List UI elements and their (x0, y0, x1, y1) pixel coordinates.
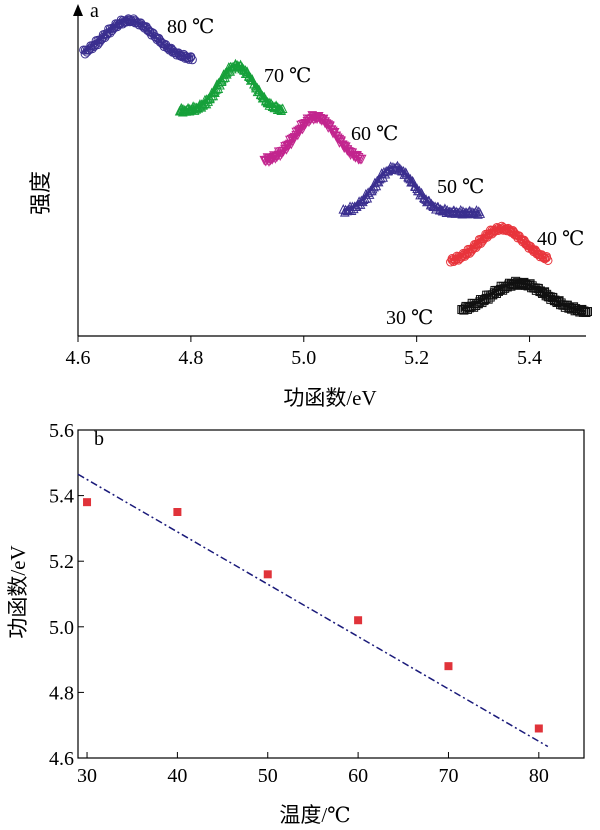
panel-a-series-marker (506, 227, 516, 237)
panel-b-plot-frame (77, 429, 585, 759)
panel-a-series-marker (473, 239, 483, 249)
panel-a-series: 60 ℃ (259, 111, 398, 167)
panel-b-data-point (83, 498, 92, 507)
panel-a-series-marker (250, 80, 261, 91)
panel-b-y-tick-label: 4.8 (49, 682, 74, 704)
panel-a-series-marker (414, 185, 425, 196)
panel-a-series: 80 ℃ (79, 14, 214, 65)
panel-a-series-marker (323, 120, 333, 130)
panel-a-series-marker (356, 195, 367, 206)
panel-b-data-point (444, 662, 453, 671)
panel-a-series-marker (502, 226, 512, 236)
panel-a-x-label: 功函数/eV (283, 386, 376, 410)
panel-b-y-tick-label: 5.2 (49, 551, 74, 573)
panel-a-y-axis-arrow (73, 4, 83, 16)
panel-b-data-point (173, 508, 182, 516)
panel-a-series-marker (277, 103, 288, 114)
panel-a-series-marker (543, 255, 553, 265)
panel-a-series-marker (422, 196, 432, 207)
panel-a-y-label: 强度 (28, 171, 53, 215)
panel-b-y-tick-label: 5.0 (49, 617, 74, 639)
panel-b-scatter: b 30 40 50 60 70 80 4.6 4.8 5.0 5.2 5.4 5.6 温度/℃ 功函… (6, 420, 585, 827)
panel-a-series: 50 ℃ (338, 160, 486, 219)
panel-a-series: 30 ℃ (386, 276, 592, 329)
panel-a-series-marker (245, 72, 256, 82)
panel-a-series-marker (184, 54, 194, 64)
panel-a-axes: 4.6 4.8 5.0 5.2 5.4 (66, 4, 586, 369)
panel-b-x-tick-label: 80 (529, 765, 549, 787)
panel-a-series-marker (541, 251, 551, 261)
panel-b-data-point (263, 570, 272, 579)
panel-b-axes: 30 40 50 60 70 80 4.6 4.8 5.0 5.2 5.4 5.6 (49, 420, 585, 787)
panel-a-letter: a (90, 0, 99, 22)
panel-a-series-marker (264, 97, 274, 108)
panel-a-series-marker (208, 86, 219, 96)
panel-b-y-label: 功函数/eV (6, 545, 30, 638)
panel-a-series-marker (358, 194, 369, 205)
panel-a-series-marker (475, 208, 486, 218)
panel-a-series-marker (497, 221, 507, 231)
panel-a-series-marker (222, 67, 232, 77)
panel-a-series: 40 ℃ (446, 221, 584, 267)
panel-a-series-label: 40 ℃ (537, 228, 584, 250)
panel-a-spectra: a 4.6 4.8 5.0 5.2 5.4 80 ℃ 70 ℃ 60 ℃ 50 ℃ 40 ℃ 30… (28, 0, 592, 410)
panel-b-y-tick-label: 4.6 (49, 748, 74, 770)
panel-a-series-marker (583, 307, 592, 317)
panel-b-x-tick-label: 50 (258, 765, 278, 787)
panel-a-x-tick-label: 4.8 (178, 347, 203, 369)
panel-a-series-marker (210, 85, 220, 95)
panel-a-x-tick-label: 4.6 (66, 347, 91, 369)
panel-a-series-marker (510, 228, 520, 238)
panel-a-series-marker (476, 238, 486, 248)
panel-a-series-label: 30 ℃ (386, 307, 433, 329)
panel-a-series-marker (265, 155, 276, 166)
panel-a-series-marker (529, 247, 539, 257)
panel-a-series-label: 50 ℃ (437, 176, 484, 198)
panel-b-fit-line (77, 473, 549, 748)
panel-a-x-tick-label: 5.0 (291, 347, 316, 369)
panel-a-series-marker (328, 126, 338, 137)
panel-a-series-marker (172, 50, 182, 60)
panel-a-series-marker (581, 308, 591, 318)
panel-a-series-marker (519, 235, 529, 245)
panel-a-series-marker (356, 154, 367, 165)
panel-b-marks (77, 473, 549, 748)
panel-a-series-marker (532, 247, 542, 257)
panel-b-y-tick-label: 5.6 (49, 420, 74, 442)
panel-b-x-tick-label: 70 (438, 765, 458, 787)
panel-b-letter: b (94, 428, 104, 450)
panel-a-series-marker (257, 90, 268, 101)
panel-b-x-tick-label: 40 (167, 765, 187, 787)
panel-a-series-label: 60 ℃ (351, 123, 398, 145)
panel-a-series-marker (240, 65, 251, 75)
panel-a-series-group: 80 ℃ 70 ℃ 60 ℃ 50 ℃ 40 ℃ 30 ℃ (79, 14, 592, 329)
panel-a-series-marker (380, 168, 391, 179)
panel-a-series-marker (187, 55, 197, 65)
panel-a-series-marker (405, 173, 416, 184)
panel-a-series: 70 ℃ (174, 58, 311, 117)
panel-a-x-tick-label: 5.4 (517, 347, 542, 369)
panel-b-x-tick-label: 30 (77, 765, 97, 787)
panel-b-y-tick-label: 5.4 (49, 486, 74, 508)
panel-a-series-label: 80 ℃ (167, 16, 214, 38)
panel-b-x-label: 温度/℃ (279, 803, 350, 827)
panel-a-x-tick-label: 5.2 (404, 347, 429, 369)
panel-b-x-tick-label: 60 (348, 765, 368, 787)
panel-b-data-point (354, 616, 363, 625)
panel-b-data-point (534, 724, 543, 733)
panel-a-series-label: 70 ℃ (264, 65, 311, 87)
panel-a-series-marker (473, 209, 483, 219)
panel-a-series-marker (374, 173, 385, 184)
panel-a-series-marker (378, 172, 388, 182)
panel-a-series-marker (328, 128, 338, 139)
